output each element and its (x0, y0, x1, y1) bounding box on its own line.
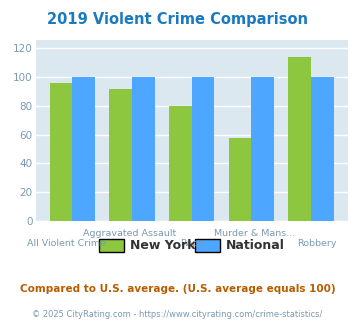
Text: All Violent Crime: All Violent Crime (27, 239, 106, 248)
Text: 2019 Violent Crime Comparison: 2019 Violent Crime Comparison (47, 12, 308, 26)
Bar (169, 106, 192, 221)
Text: National: National (225, 239, 284, 252)
Text: © 2025 CityRating.com - https://www.cityrating.com/crime-statistics/: © 2025 CityRating.com - https://www.city… (32, 310, 323, 319)
Text: Compared to U.S. average. (U.S. average equals 100): Compared to U.S. average. (U.S. average … (20, 284, 335, 294)
Text: Aggravated Assault: Aggravated Assault (83, 229, 176, 238)
Bar (288, 57, 311, 221)
Text: Robbery: Robbery (297, 239, 337, 248)
Bar (50, 83, 72, 221)
Bar (229, 138, 251, 221)
Bar (72, 77, 95, 221)
Bar (192, 77, 214, 221)
Text: New York: New York (130, 239, 195, 252)
Text: Murder & Mans...: Murder & Mans... (214, 229, 295, 238)
Bar (311, 77, 334, 221)
Bar (132, 77, 155, 221)
Text: Rape: Rape (180, 239, 204, 248)
Bar (251, 77, 274, 221)
Bar (109, 88, 132, 221)
